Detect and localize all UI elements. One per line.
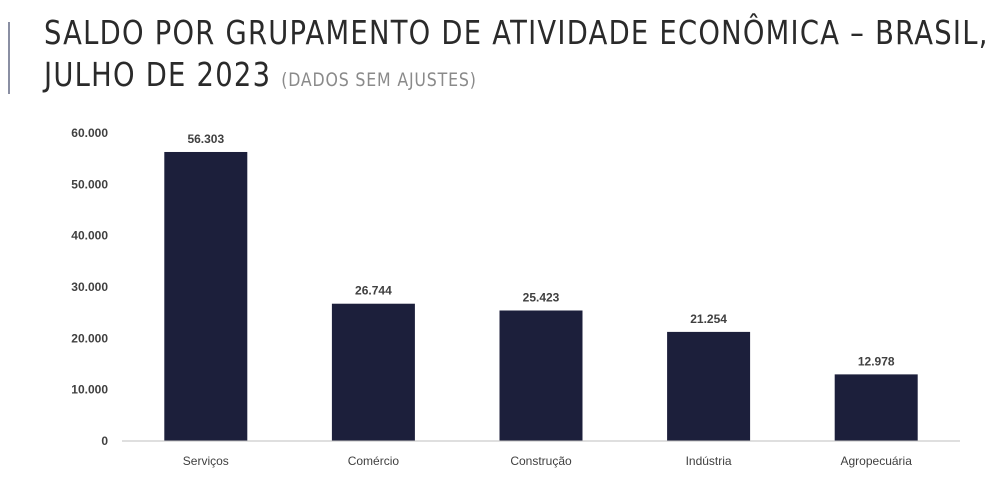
y-tick-label: 30.000 (71, 280, 108, 294)
bar (164, 151, 248, 441)
bar (499, 310, 583, 441)
x-axis: Serviços Comércio Construção Indústria Agrop… (122, 440, 960, 468)
bars: 56.303 26.744 25.423 21.254 12.978 (164, 132, 918, 441)
x-tick-label: Comércio (348, 454, 400, 468)
data-label: 21.254 (690, 312, 727, 326)
y-tick-label: 40.000 (71, 229, 108, 243)
data-label: 56.303 (187, 132, 224, 146)
x-tick-label: Construção (510, 454, 572, 468)
x-tick-label: Serviços (183, 454, 229, 468)
bar (667, 331, 751, 441)
title-accent-bar (8, 22, 10, 94)
x-tick-label: Agropecuária (841, 454, 913, 468)
chart-title: SALDO POR GRUPAMENTO DE ATIVIDADE ECONÔM… (44, 12, 987, 101)
y-tick-label: 60.000 (71, 126, 108, 140)
data-label: 25.423 (523, 290, 560, 304)
y-tick-label: 50.000 (71, 177, 108, 191)
title-line-2: JULHO DE 2023 (DADOS SEM AJUSTES) (44, 54, 824, 101)
data-label: 26.744 (355, 284, 392, 298)
chart-subtitle: (DADOS SEM AJUSTES) (281, 69, 477, 91)
y-axis: 0 10.000 20.000 30.000 40.000 50.000 60.000 (71, 126, 108, 448)
y-tick-label: 20.000 (71, 331, 108, 345)
data-label: 12.978 (858, 354, 895, 368)
x-tick-label: Indústria (686, 454, 732, 468)
y-tick-label: 0 (101, 434, 108, 448)
bar (834, 374, 918, 441)
title-year: JULHO DE 2023 (44, 55, 272, 94)
bar (331, 303, 415, 441)
y-tick-label: 10.000 (71, 383, 108, 397)
